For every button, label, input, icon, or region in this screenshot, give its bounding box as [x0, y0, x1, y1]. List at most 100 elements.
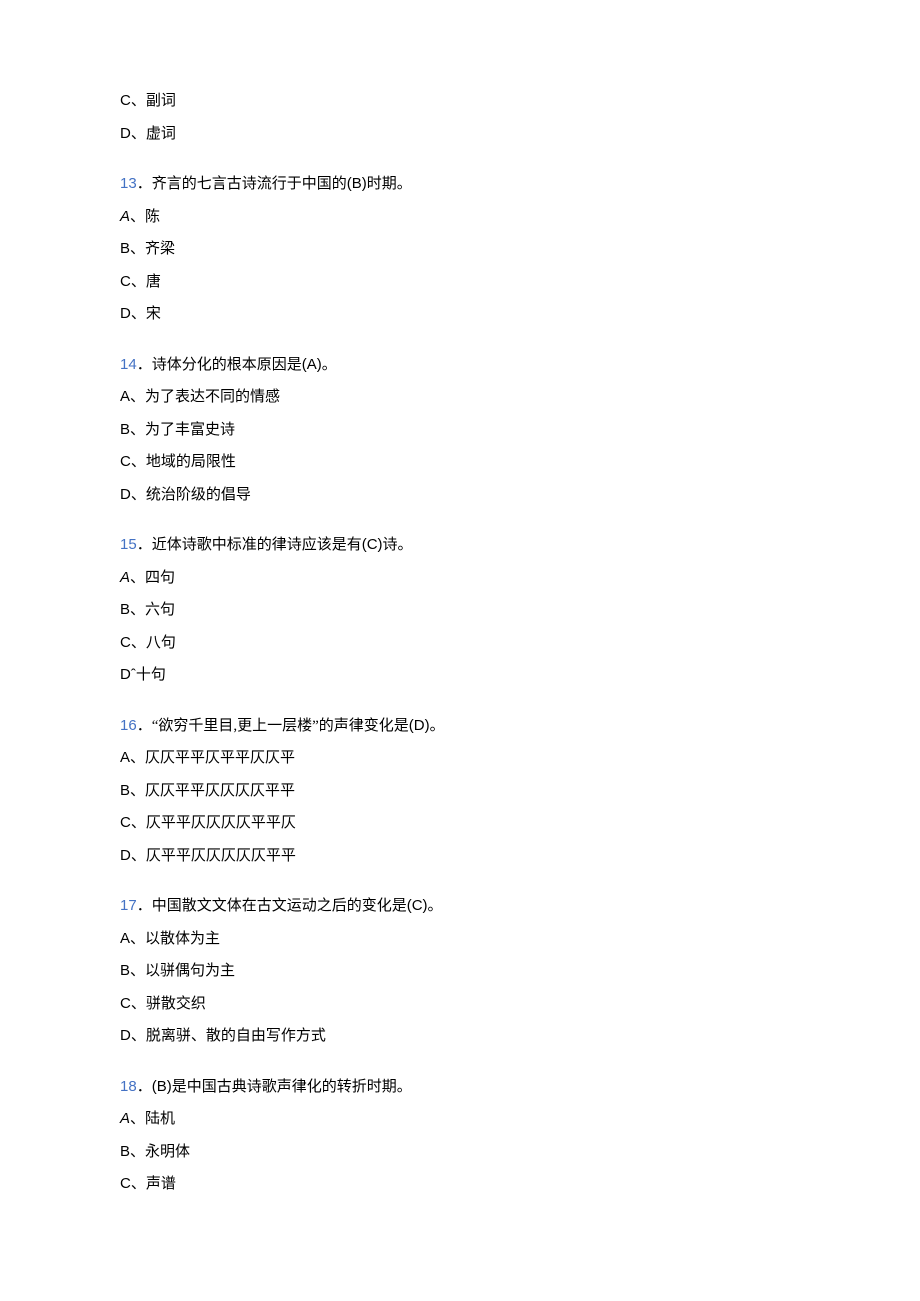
option-line: C、骈散交织	[120, 993, 800, 1016]
option-sep: 、	[130, 783, 145, 799]
stem-prefix: ．齐言的七言古诗流行于中国的	[137, 176, 347, 192]
stem-suffix: 。	[428, 898, 443, 914]
option-text: 仄平平仄仄仄仄仄平平	[146, 848, 296, 864]
question-number: 16	[120, 717, 137, 734]
option-text: 唐	[146, 274, 161, 290]
option-text: 统治阶级的倡导	[146, 487, 251, 503]
question-stem: 15．近体诗歌中标准的律诗应该是有(C)诗。	[120, 534, 800, 557]
option-line: B、永明体	[120, 1141, 800, 1164]
answer-marker: (C)	[362, 536, 383, 553]
option-text: 为了表达不同的情感	[145, 389, 280, 405]
option-line: C、八句	[120, 632, 800, 655]
question-number: 14	[120, 356, 137, 373]
option-sep: 、	[130, 750, 145, 766]
option-text: 骈散交织	[146, 996, 206, 1012]
option-line: D、统治阶级的倡导	[120, 484, 800, 507]
question-number: 13	[120, 175, 137, 192]
option-line: B、为了丰富史诗	[120, 419, 800, 442]
option-sep: 、	[130, 209, 145, 225]
question-stem: 18．(B)是中国古典诗歌声律化的转折时期。	[120, 1076, 800, 1099]
option-text: 陆机	[145, 1111, 175, 1127]
question-stem: 14．诗体分化的根本原因是(A)。	[120, 354, 800, 377]
question-block: 15．近体诗歌中标准的律诗应该是有(C)诗。 A、四句 B、六句 C、八句 Dˆ…	[120, 534, 800, 687]
option-letter: C	[120, 634, 131, 651]
question-number: 17	[120, 897, 137, 914]
stem-suffix: 诗。	[383, 537, 413, 553]
option-sep: 、	[131, 306, 146, 322]
option-text: 陈	[145, 209, 160, 225]
option-letter: D	[120, 305, 131, 322]
option-text: 虚词	[146, 126, 176, 142]
option-letter: A	[120, 930, 130, 947]
option-line: B、以骈偶句为主	[120, 960, 800, 983]
option-text: 仄平平仄仄仄仄平平仄	[146, 815, 296, 831]
option-letter: A	[120, 1110, 130, 1127]
option-letter: A	[120, 749, 130, 766]
option-text: 永明体	[145, 1144, 190, 1160]
option-text: 仄仄平平仄仄仄仄平平	[145, 783, 295, 799]
stem-suffix: 时期。	[367, 176, 412, 192]
option-line: C、地域的局限性	[120, 451, 800, 474]
question-stem: 16．“欲穷千里目,更上一层楼”的声律变化是(D)。	[120, 715, 800, 738]
option-line: D、宋	[120, 303, 800, 326]
option-sep: 、	[131, 1028, 146, 1044]
option-sep: 、	[131, 126, 146, 142]
stem-suffix: 是中国古典诗歌声律化的转折时期。	[172, 1079, 412, 1095]
option-letter: D	[120, 1027, 131, 1044]
option-letter: B	[120, 601, 130, 618]
stem-prefix: ．诗体分化的根本原因是	[137, 357, 302, 373]
option-sep: 、	[130, 1111, 145, 1127]
option-text: 以散体为主	[145, 931, 220, 947]
stem-suffix: 。	[322, 357, 337, 373]
option-text: 以骈偶句为主	[145, 963, 235, 979]
option-sep: 、	[131, 635, 146, 651]
option-text: 脱离骈、散的自由写作方式	[146, 1028, 326, 1044]
option-letter: A	[120, 569, 130, 586]
option-text: 宋	[146, 306, 161, 322]
option-text: 四句	[145, 570, 175, 586]
option-letter: C	[120, 273, 131, 290]
option-sep: 、	[130, 1144, 145, 1160]
question-number: 15	[120, 536, 137, 553]
question-block: 14．诗体分化的根本原因是(A)。 A 、 为了表达不同的情感 B、为了丰富史诗 C…	[120, 354, 800, 507]
option-letter: C	[120, 92, 131, 109]
option-letter: D	[120, 666, 131, 683]
option-text: 十句	[136, 667, 166, 683]
option-line: D、仄平平仄仄仄仄仄平平	[120, 845, 800, 868]
option-line: C、副词	[120, 90, 800, 113]
option-line: C、仄平平仄仄仄仄平平仄	[120, 812, 800, 835]
question-block: 17．中国散文文体在古文运动之后的变化是(C)。 A、以散体为主 B、以骈偶句为…	[120, 895, 800, 1048]
question-number: 18	[120, 1078, 137, 1095]
orphan-options: C、副词 D、虚词	[120, 90, 800, 145]
option-letter: B	[120, 240, 130, 257]
stem-prefix: ．“欲穷千里目,更上一层楼”的声律变化是	[137, 718, 409, 734]
option-text: 为了丰富史诗	[145, 422, 235, 438]
option-sep: 、	[131, 274, 146, 290]
option-letter: C	[120, 995, 131, 1012]
question-block: 16．“欲穷千里目,更上一层楼”的声律变化是(D)。 A、仄仄平平仄平平仄仄平 …	[120, 715, 800, 868]
option-sep: 、	[130, 963, 145, 979]
option-sep: 、	[130, 931, 145, 947]
stem-suffix: 。	[430, 718, 445, 734]
answer-marker: (B)	[152, 1078, 172, 1095]
answer-marker: (A)	[302, 356, 322, 373]
option-letter: D	[120, 847, 131, 864]
document-body: C、副词 D、虚词 13．齐言的七言古诗流行于中国的(B)时期。 A、陈 B、齐…	[0, 0, 920, 1266]
option-text: 八句	[146, 635, 176, 651]
question-block: 13．齐言的七言古诗流行于中国的(B)时期。 A、陈 B、齐梁 C、唐 D、宋	[120, 173, 800, 326]
question-stem: 17．中国散文文体在古文运动之后的变化是(C)。	[120, 895, 800, 918]
option-line: A、以散体为主	[120, 928, 800, 951]
option-letter: B	[120, 782, 130, 799]
option-letter: D	[120, 486, 131, 503]
answer-marker: (C)	[407, 897, 428, 914]
option-text: 声谱	[146, 1176, 176, 1192]
option-sep: 、	[131, 454, 146, 470]
option-letter: C	[120, 814, 131, 831]
option-line: Dˆ十句	[120, 664, 800, 687]
option-sep: 、	[130, 570, 145, 586]
option-line: A、陈	[120, 206, 800, 229]
question-stem: 13．齐言的七言古诗流行于中国的(B)时期。	[120, 173, 800, 196]
option-line: B、六句	[120, 599, 800, 622]
option-letter: B	[120, 962, 130, 979]
option-letter: A	[120, 388, 130, 405]
